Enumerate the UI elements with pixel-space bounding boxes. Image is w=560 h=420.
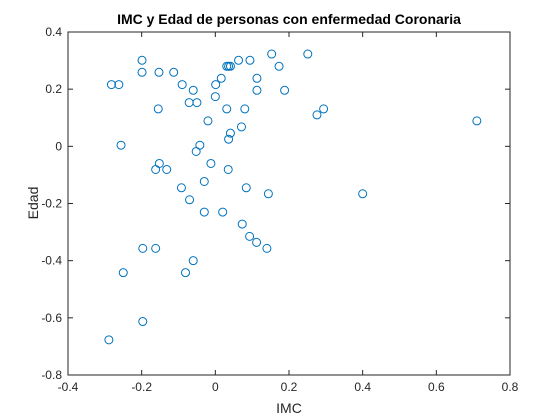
data-point — [274, 61, 284, 71]
data-point — [137, 55, 147, 65]
y-tick-label: -0.2 — [41, 197, 62, 211]
x-tick-label: 0.6 — [428, 380, 445, 394]
data-point — [137, 67, 147, 77]
data-point — [185, 195, 195, 205]
data-points — [104, 49, 482, 345]
data-point — [154, 67, 164, 77]
data-point — [151, 164, 161, 174]
data-point — [199, 207, 209, 217]
x-axis-label: IMC — [276, 400, 302, 416]
x-tick-label: 0.8 — [502, 380, 519, 394]
data-point — [191, 146, 201, 156]
data-point — [118, 268, 128, 278]
x-tick-label: 0 — [212, 380, 219, 394]
data-point — [280, 85, 290, 95]
data-point — [210, 92, 220, 102]
data-point — [116, 140, 126, 150]
data-point — [114, 80, 124, 90]
data-point — [240, 104, 250, 114]
data-point — [138, 317, 148, 327]
data-point — [104, 335, 114, 345]
data-point — [245, 55, 255, 65]
data-point — [237, 219, 247, 229]
data-point — [252, 85, 262, 95]
data-point — [216, 73, 226, 83]
data-point — [303, 49, 313, 59]
data-point — [358, 189, 368, 199]
data-point — [224, 134, 234, 144]
data-point — [236, 122, 246, 132]
data-point — [241, 183, 251, 193]
data-point — [252, 237, 262, 247]
data-point — [252, 73, 262, 83]
data-point — [188, 256, 198, 266]
data-point — [234, 55, 244, 65]
data-point — [206, 158, 216, 168]
data-point — [192, 98, 202, 108]
data-point — [218, 207, 228, 217]
chart-title: IMC y Edad de personas con enfermedad Co… — [117, 11, 461, 27]
data-point — [245, 231, 255, 241]
axis-ticks: -0.4 -0.2 0 0.2 0.4 0.6 0.8 -0.8 -0.6 -0.4 -0.2 0 0.… — [41, 25, 518, 394]
data-point — [223, 164, 233, 174]
data-point — [162, 164, 172, 174]
axes-box — [67, 31, 511, 376]
data-point — [138, 243, 148, 253]
data-point — [262, 243, 272, 253]
data-point — [225, 128, 235, 138]
y-tick-label: -0.6 — [41, 311, 62, 325]
x-tick-label: -0.4 — [58, 380, 79, 394]
y-tick-label: -0.8 — [41, 368, 62, 382]
data-point — [222, 104, 232, 114]
data-point — [472, 116, 482, 126]
data-point — [203, 116, 213, 126]
y-tick-label: -0.4 — [41, 254, 62, 268]
data-point — [153, 104, 163, 114]
data-point — [312, 110, 322, 120]
data-point — [176, 183, 186, 193]
y-axis-label: Edad — [25, 187, 41, 220]
y-tick-label: 0 — [55, 139, 62, 153]
data-point — [188, 85, 198, 95]
data-point — [267, 49, 277, 59]
data-point — [151, 243, 161, 253]
data-point — [177, 80, 187, 90]
data-point — [106, 80, 116, 90]
plot-area — [67, 31, 511, 376]
data-point — [319, 104, 329, 114]
x-tick-label: 0.4 — [354, 380, 371, 394]
y-tick-label: 0.4 — [45, 25, 62, 39]
data-point — [263, 189, 273, 199]
data-point — [169, 67, 179, 77]
data-point — [211, 80, 221, 90]
y-tick-label: 0.2 — [45, 82, 62, 96]
data-point — [225, 61, 235, 71]
x-tick-label: 0.2 — [281, 380, 298, 394]
data-point — [180, 268, 190, 278]
x-tick-label: -0.2 — [131, 380, 152, 394]
data-point — [199, 176, 209, 186]
